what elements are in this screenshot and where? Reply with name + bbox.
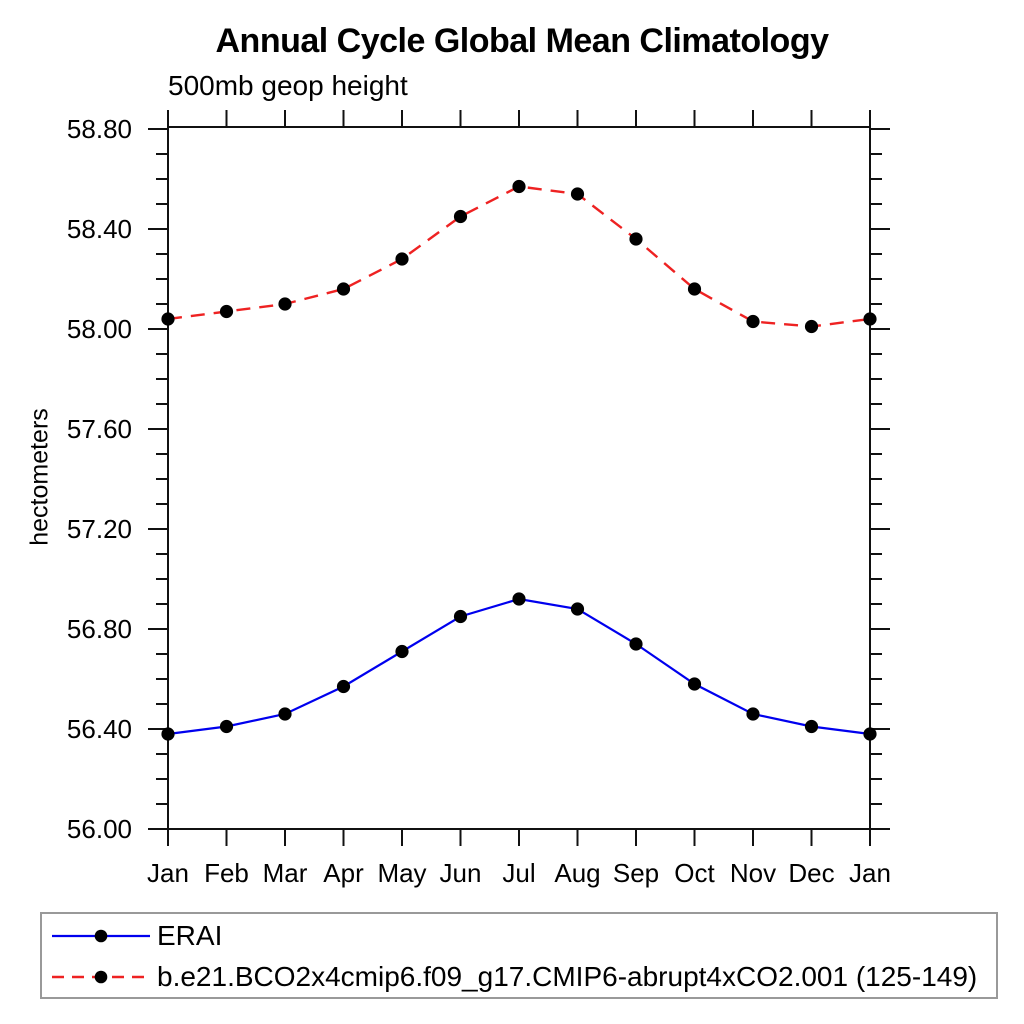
y-tick-label: 57.60 — [66, 414, 132, 444]
data-point-marker — [629, 637, 643, 651]
y-tick-label: 58.00 — [66, 314, 132, 344]
x-tick-label: Apr — [323, 858, 364, 888]
legend-marker-icon — [94, 929, 108, 943]
y-tick-label: 57.20 — [66, 514, 132, 544]
x-tick-label: May — [377, 858, 427, 888]
data-point-marker — [161, 312, 175, 326]
y-tick-label: 58.80 — [66, 114, 132, 144]
series-erai-line — [167, 597, 871, 736]
data-point-marker — [687, 677, 702, 691]
legend-label: b.e21.BCO2x4cmip6.f09_g17.CMIP6-abrupt4x… — [157, 961, 978, 992]
x-tick-label: Oct — [674, 858, 715, 888]
x-tick-label: Jan — [849, 858, 891, 888]
data-point-marker — [219, 719, 234, 734]
data-point-marker — [512, 179, 526, 194]
data-point-marker — [687, 282, 702, 296]
data-point-marker — [336, 282, 351, 296]
data-point-marker — [278, 297, 292, 311]
data-point-marker — [512, 592, 526, 606]
legend-marker-icon — [94, 970, 108, 984]
legend: ERAI b.e21.BCO2x4cmip6.f09_g17.CMIP6-abr… — [40, 912, 998, 999]
chart-title: Annual Cycle Global Mean Climatology — [215, 22, 830, 60]
x-tick-label: Aug — [554, 858, 601, 888]
data-point-marker — [863, 727, 877, 741]
data-point-marker — [746, 314, 760, 329]
series-model-line — [167, 185, 871, 328]
data-point-marker — [161, 727, 175, 741]
legend-label: ERAI — [157, 920, 223, 951]
data-point-marker — [453, 209, 468, 224]
legend-line-sample-dashed — [52, 970, 150, 984]
data-point-marker — [395, 252, 409, 266]
data-point-marker — [746, 707, 760, 721]
x-tick-label: Mar — [262, 858, 308, 888]
y-tick-label: 56.80 — [66, 614, 132, 644]
data-point-marker — [395, 644, 409, 659]
data-point-marker — [570, 187, 585, 201]
data-point-marker — [336, 679, 351, 694]
legend-line-sample-solid — [52, 929, 150, 943]
data-point-marker — [570, 602, 585, 616]
data-point-marker — [219, 304, 234, 319]
data-point-marker — [278, 707, 292, 721]
data-point-marker — [804, 319, 819, 334]
data-point-marker — [629, 232, 643, 246]
plot-frame — [167, 126, 871, 830]
data-point-marker — [804, 719, 819, 734]
y-tick-label: 56.00 — [66, 814, 132, 844]
chart-subtitle: 500mb geop height — [168, 70, 408, 101]
x-tick-label: Sep — [612, 858, 660, 888]
x-tick-label: Feb — [204, 858, 249, 888]
y-tick-label: 56.40 — [66, 714, 132, 744]
legend-entry-erai: ERAI — [47, 916, 222, 956]
x-tick-label: Nov — [729, 858, 777, 888]
data-point-marker — [863, 312, 877, 326]
x-tick-label: Dec — [788, 858, 835, 888]
x-tick-label: Jul — [502, 858, 536, 888]
y-tick-label: 58.40 — [66, 214, 132, 244]
x-tick-label: Jun — [439, 858, 482, 888]
x-tick-label: Jan — [147, 858, 189, 888]
data-point-marker — [453, 609, 468, 624]
legend-entry-model: b.e21.BCO2x4cmip6.f09_g17.CMIP6-abrupt4x… — [47, 957, 977, 997]
